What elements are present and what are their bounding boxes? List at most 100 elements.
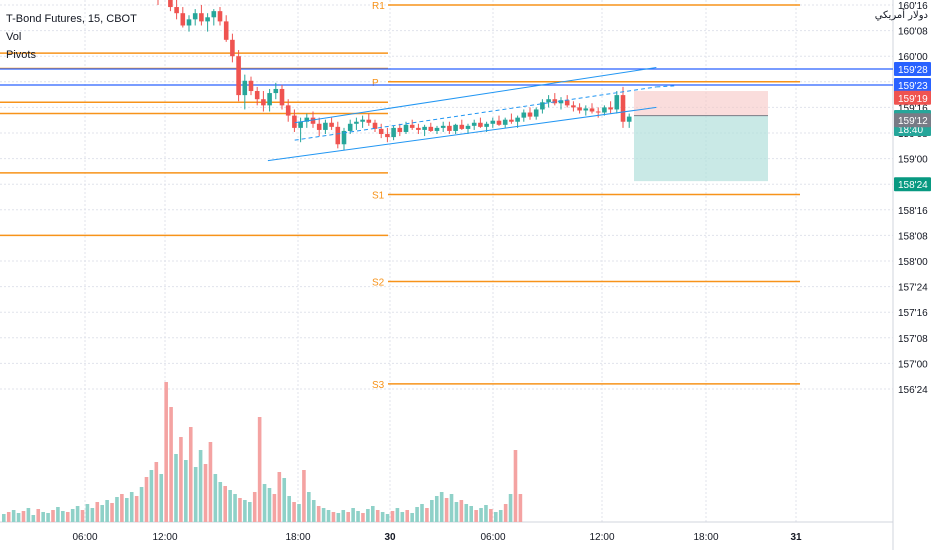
candle-body [360,119,365,122]
volume-bar [277,472,282,522]
volume-bar [336,513,341,522]
candle-body [416,127,421,130]
candle-body [279,88,285,106]
volume-bar [425,508,429,522]
volume-bar [474,510,478,522]
y-tick-label: 160'16 [898,1,928,12]
candle-body [347,123,353,131]
volume-bar [159,474,164,522]
channel-mid-line [294,86,657,141]
candle-body [261,99,266,106]
volume-bar [179,437,183,522]
candle-body [323,122,328,130]
candle-body [533,109,539,117]
volume-bar [390,511,395,522]
volume-bar [326,510,331,522]
volume-bar [203,464,208,522]
volume-bar [51,510,55,522]
candle-body [620,95,626,122]
candle-body [217,11,223,22]
volume-bar [46,513,50,522]
candle-body [298,121,303,128]
volume-bar [257,417,262,522]
candle-body [552,99,558,104]
candle-body [186,19,192,26]
volume-bar [164,382,168,522]
volume-bar [16,513,21,522]
volume-bar [248,502,252,522]
volume-bar [420,504,424,522]
volume-bar [238,498,242,522]
candle-body [496,120,502,125]
position-stop-zone [634,91,768,116]
volume-bar [129,492,134,522]
candle-body [316,123,322,130]
candle-body [571,105,576,108]
x-tick-label: 31 [790,532,802,543]
y-tick-label: 157'00 [898,359,928,370]
candle-body [409,124,415,128]
candle-body [230,39,235,57]
volume-bar [198,450,203,522]
candle-body [180,13,186,26]
candle-body [385,134,390,138]
pivot-label: S2 [372,277,385,288]
volume-bar [26,508,31,522]
volume-bar [267,488,272,522]
volume-bar [410,513,414,522]
candle-body [478,122,483,127]
price-tag-label: 159'28 [898,65,928,76]
channel-lower-line [267,106,657,162]
volume-bar [120,494,124,522]
volume-bar [100,505,104,522]
volume-bar [415,507,419,522]
countdown-label: 18:40 [898,125,923,136]
volume-bar [346,512,350,522]
candle-body [174,7,179,14]
candle-body [484,123,489,127]
y-tick-label: 158'00 [898,257,928,268]
candle-body [354,121,359,124]
candle-body [440,125,446,128]
candle-body [372,122,378,129]
volume-bar [149,470,154,522]
candle-body [428,126,434,131]
y-tick-label: 157'16 [898,308,928,319]
candle-body [292,115,297,128]
volume-bar [430,500,434,522]
pivots-indicator-label[interactable]: Pivots [6,49,36,61]
candle-body [564,100,570,106]
volume-bar [134,496,139,522]
candle-body [273,88,279,94]
volume-bar [302,470,306,522]
volume-bar [508,494,513,522]
volume-bar [464,504,469,522]
volume-bar [459,500,464,522]
candle-body [254,91,260,100]
volume-bar [503,504,508,522]
candle-body [490,120,496,124]
volume-bar [469,506,473,522]
volume-bar [282,478,287,522]
volume-bar [272,494,277,522]
y-tick-label: 157'24 [898,283,928,294]
x-tick-label: 12:00 [589,532,614,543]
candle-body [335,126,341,145]
candle-body [310,117,316,124]
symbol-title[interactable]: T-Bond Futures, 15, CBOT [6,13,137,25]
candle-body [199,13,204,22]
candle-body [192,13,198,20]
currency-label[interactable]: دولار أمريكي [874,10,928,21]
volume-bar [287,496,291,522]
candle-body [558,100,564,104]
price-tag-label: 158'24 [898,180,928,191]
candle-body [577,107,582,111]
candle-body [509,119,514,122]
pivot-label: S3 [372,380,385,391]
y-tick-label: 159'16 [898,103,928,114]
volume-bar [31,515,36,522]
grid [0,0,893,522]
candle-body [471,122,477,126]
volume-indicator-label[interactable]: Vol [6,31,22,43]
